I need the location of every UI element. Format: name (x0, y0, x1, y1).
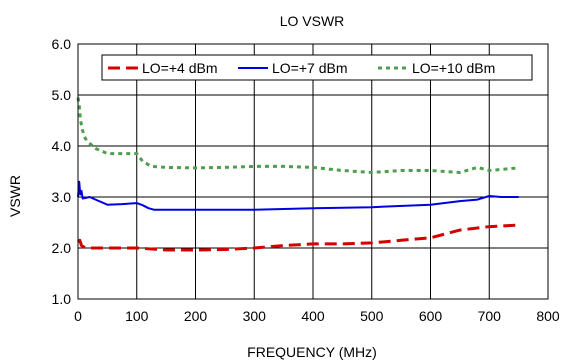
chart-title: LO VSWR (280, 13, 345, 29)
y-tick-label: 6.0 (52, 36, 72, 52)
legend: LO=+4 dBm LO=+7 dBm LO=+10 dBm (101, 54, 533, 81)
series-lines (76, 97, 519, 252)
x-tick-label: 300 (243, 308, 267, 324)
y-tick-label: 4.0 (52, 138, 72, 154)
y-tick-label: 5.0 (52, 87, 72, 103)
y-tick-label: 2.0 (52, 240, 72, 256)
plot-frame (77, 43, 549, 300)
x-tick-label: 200 (184, 308, 208, 324)
y-tick-label: 3.0 (52, 189, 72, 205)
legend-label-1: LO=+4 dBm (142, 60, 218, 76)
series-line-3 (76, 97, 519, 174)
x-tick-label: 800 (536, 308, 560, 324)
legend-box (101, 54, 533, 81)
x-tick-label: 500 (360, 308, 384, 324)
y-axis-title: VSWR (7, 175, 23, 217)
series-line-1 (77, 223, 519, 252)
legend-label-2: LO=+7 dBm (272, 60, 348, 76)
x-tick-label: 700 (478, 308, 502, 324)
x-tick-label: 0 (74, 308, 82, 324)
legend-label-3: LO=+10 dBm (412, 60, 495, 76)
y-tick-label: 1.0 (52, 291, 72, 307)
x-tick-label: 100 (125, 308, 149, 324)
grid-lines (77, 43, 549, 300)
x-tick-labels: 0 100 200 300 400 500 600 700 800 (74, 308, 560, 324)
series-line-2 (77, 180, 519, 211)
x-tick-label: 600 (419, 308, 443, 324)
y-tick-labels: 1.0 2.0 3.0 4.0 5.0 6.0 (52, 36, 72, 307)
x-axis-title: FREQUENCY (MHz) (247, 344, 377, 360)
x-tick-label: 400 (301, 308, 325, 324)
